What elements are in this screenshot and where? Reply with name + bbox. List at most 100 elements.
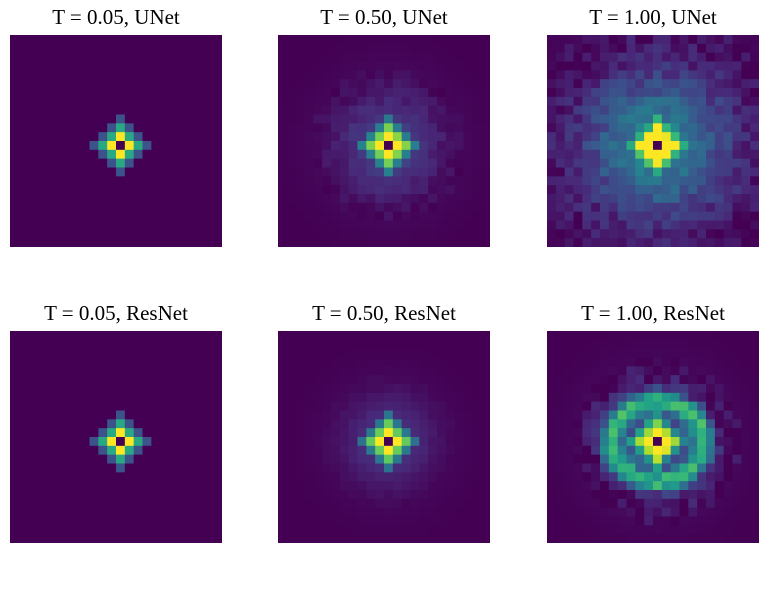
heatmap-cell <box>213 158 222 168</box>
heatmap-cell <box>653 428 663 438</box>
heatmap-cell <box>71 35 82 45</box>
heatmap-cell <box>339 366 350 376</box>
heatmap-cell <box>706 35 716 45</box>
heatmap-cell <box>116 167 126 177</box>
heatmap-cell <box>151 96 161 107</box>
heatmap-cell <box>688 114 698 124</box>
heatmap-cell <box>626 445 636 456</box>
heatmap-cell <box>401 437 411 447</box>
heatmap-cell <box>653 229 663 239</box>
heatmap-cell <box>723 185 733 195</box>
heatmap-cell <box>295 481 305 491</box>
heatmap-cell <box>63 490 73 500</box>
heatmap-cell <box>428 211 438 221</box>
heatmap-cell <box>339 525 350 535</box>
heatmap-cell <box>697 202 707 213</box>
heatmap-cell <box>750 357 759 367</box>
heatmap-cell <box>80 123 90 133</box>
heatmap-cell <box>71 229 82 239</box>
heatmap-cell <box>80 419 90 429</box>
heatmap-cell <box>89 498 99 509</box>
heatmap-cell <box>600 229 610 239</box>
heatmap-cell <box>18 392 29 403</box>
heatmap-cell <box>697 220 707 230</box>
heatmap-cell <box>573 331 583 341</box>
heatmap-cell <box>679 472 689 482</box>
heatmap-cell <box>331 525 341 535</box>
heatmap-cell <box>653 70 663 80</box>
heatmap-cell <box>661 194 672 204</box>
heatmap-cell <box>124 229 135 239</box>
heatmap-cell <box>644 220 654 230</box>
heatmap-cell <box>697 428 707 438</box>
heatmap-cell <box>45 472 55 482</box>
heatmap-cell <box>54 498 64 509</box>
heatmap-cell <box>169 88 179 98</box>
heatmap-cell <box>555 61 566 71</box>
heatmap-cell <box>608 472 619 482</box>
heatmap-cell <box>98 194 108 204</box>
heatmap-cell <box>697 534 707 543</box>
heatmap-cell <box>133 410 143 420</box>
heatmap-cell <box>472 516 482 526</box>
heatmap-cell <box>670 490 680 500</box>
heatmap-cell <box>617 88 627 98</box>
heatmap-cell <box>366 419 376 429</box>
heatmap-cell <box>124 490 135 500</box>
heatmap-cell <box>661 96 672 107</box>
heatmap-cell <box>313 472 323 482</box>
heatmap-cell <box>27 52 37 62</box>
heatmap-cell <box>591 472 601 482</box>
heatmap-cell <box>670 149 680 160</box>
heatmap-cell <box>573 490 583 500</box>
heatmap-cell <box>750 428 759 438</box>
heatmap-cell <box>428 401 438 411</box>
heatmap-cell <box>419 114 429 124</box>
heatmap-cell <box>714 472 725 482</box>
heatmap-cell <box>366 176 376 186</box>
heatmap-cell <box>555 35 566 45</box>
heatmap-cell <box>591 534 601 543</box>
heatmap-cell <box>723 132 733 142</box>
heatmap-cell <box>617 43 627 54</box>
heatmap-cell <box>36 185 46 195</box>
heatmap-cell <box>723 96 733 107</box>
heatmap-cell <box>322 401 332 411</box>
heatmap-cell <box>213 516 222 526</box>
heatmap-cell <box>286 401 297 411</box>
heatmap-cell <box>304 88 314 98</box>
heatmap-cell <box>617 132 627 142</box>
heatmap-cell <box>723 507 733 517</box>
heatmap-cell <box>626 167 636 177</box>
heatmap-cell <box>732 339 742 350</box>
heatmap-cell <box>45 132 55 142</box>
heatmap-cell <box>195 229 205 239</box>
heatmap-cell <box>608 507 619 517</box>
heatmap-cell <box>348 410 358 420</box>
heatmap-cell <box>670 211 680 221</box>
heatmap-cell <box>463 194 473 204</box>
heatmap-cell <box>481 176 490 186</box>
heatmap-cell <box>723 194 733 204</box>
heatmap-cell <box>98 410 108 420</box>
heatmap-cell <box>573 392 583 403</box>
heatmap-cell <box>195 339 205 350</box>
heatmap-cell <box>582 202 592 213</box>
heatmap-cell <box>98 238 108 247</box>
heatmap-cell <box>706 454 716 464</box>
heatmap-cell <box>45 185 55 195</box>
heatmap-cell <box>644 472 654 482</box>
heatmap-cell <box>653 238 663 247</box>
heatmap-cell <box>213 202 222 213</box>
heatmap-cell <box>679 70 689 80</box>
heatmap-cell <box>591 525 601 535</box>
heatmap-cell <box>635 516 645 526</box>
heatmap-cell <box>295 419 305 429</box>
heatmap-cell <box>27 525 37 535</box>
heatmap-cell <box>555 534 566 543</box>
heatmap-cell <box>653 211 663 221</box>
heatmap-cell <box>732 472 742 482</box>
heatmap-cell <box>697 525 707 535</box>
heatmap-cell <box>617 357 627 367</box>
heatmap-cell <box>348 472 358 482</box>
